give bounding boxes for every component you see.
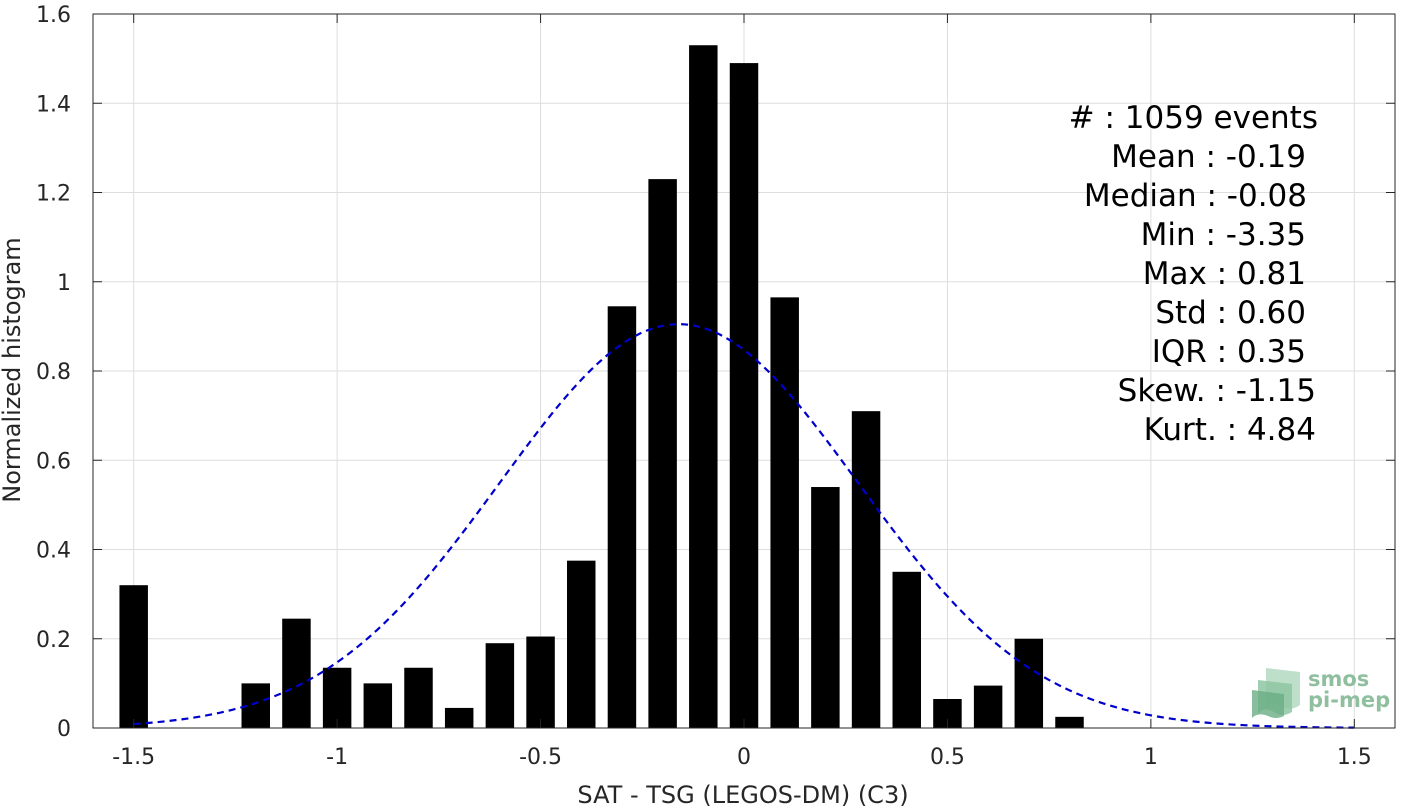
- y-tick-labels: 0 0.2 0.4 0.6 0.8 1 1.2 1.4 1.6: [36, 3, 71, 742]
- stat-line: Max : 0.81: [1143, 256, 1306, 292]
- x-tick-labels: -1.5 -1 -0.5 0 0.5 1 1.5: [112, 745, 1372, 770]
- stat-line: Std : 0.60: [1155, 295, 1306, 331]
- histogram-bars: [119, 45, 1084, 729]
- stat-line: Kurt. : 4.84: [1144, 412, 1316, 448]
- y-tick-label: 0.4: [36, 539, 71, 564]
- stat-line: Skew. : -1.15: [1118, 373, 1316, 409]
- histogram-bar: [1014, 638, 1044, 728]
- x-tick-label: 1: [1144, 745, 1158, 770]
- histogram-bar: [282, 618, 311, 728]
- logo-line-1: smos: [1308, 667, 1369, 691]
- stat-line: Median : -0.08: [1084, 178, 1307, 214]
- histogram-bar: [363, 683, 393, 728]
- x-tick-label: 1.5: [1337, 745, 1372, 770]
- histogram-bar: [648, 179, 677, 729]
- wave-logo-icon: [1252, 668, 1300, 718]
- histogram-bar: [607, 306, 637, 728]
- logo-line-2: pi-mep: [1308, 688, 1390, 712]
- x-tick-label: -0.5: [519, 745, 562, 770]
- x-tick-label: 0.5: [930, 745, 965, 770]
- histogram-bar: [770, 297, 799, 728]
- y-tick-label: 0.2: [36, 628, 71, 653]
- histogram-bar: [485, 643, 515, 728]
- y-tick-label: 1.2: [36, 182, 71, 207]
- axes-frame: [92, 13, 1396, 729]
- histogram-bar: [811, 487, 840, 728]
- histogram-bar: [444, 707, 474, 728]
- stat-line: IQR : 0.35: [1152, 334, 1306, 370]
- histogram-bar: [689, 45, 718, 729]
- y-tick-label: 0.8: [36, 360, 71, 385]
- y-tick-label: 1: [57, 271, 71, 296]
- stat-line: # : 1059 events: [1069, 100, 1318, 136]
- histogram-bar: [1055, 716, 1084, 728]
- x-tick-label: 0: [737, 745, 751, 770]
- normal-fit-curve: [133, 323, 1355, 729]
- x-tick-label: -1: [326, 745, 348, 770]
- y-tick-label: 1.6: [36, 3, 71, 28]
- x-axis-label: SAT - TSG (LEGOS-DM) (C3): [577, 781, 908, 809]
- y-tick-label: 0: [57, 717, 71, 742]
- histogram-bar: [526, 636, 555, 728]
- smos-pi-mep-logo: smos pi-mep: [1252, 667, 1390, 718]
- x-tick-label: -1.5: [112, 745, 155, 770]
- histogram-bar: [973, 685, 1003, 728]
- y-tick-label: 0.6: [36, 449, 71, 474]
- stat-line: Min : -3.35: [1141, 217, 1306, 253]
- y-tick-label: 1.4: [36, 92, 71, 117]
- histogram-bar: [851, 411, 881, 728]
- y-axis-label: Normalized histogram: [0, 237, 26, 502]
- histogram-bar: [404, 667, 433, 728]
- histogram-bar: [322, 667, 352, 728]
- histogram-bar: [729, 63, 759, 728]
- histogram-bar: [892, 571, 921, 728]
- histogram-bar: [119, 585, 148, 728]
- stat-line: Mean : -0.19: [1111, 139, 1306, 175]
- histogram-bar: [567, 560, 596, 728]
